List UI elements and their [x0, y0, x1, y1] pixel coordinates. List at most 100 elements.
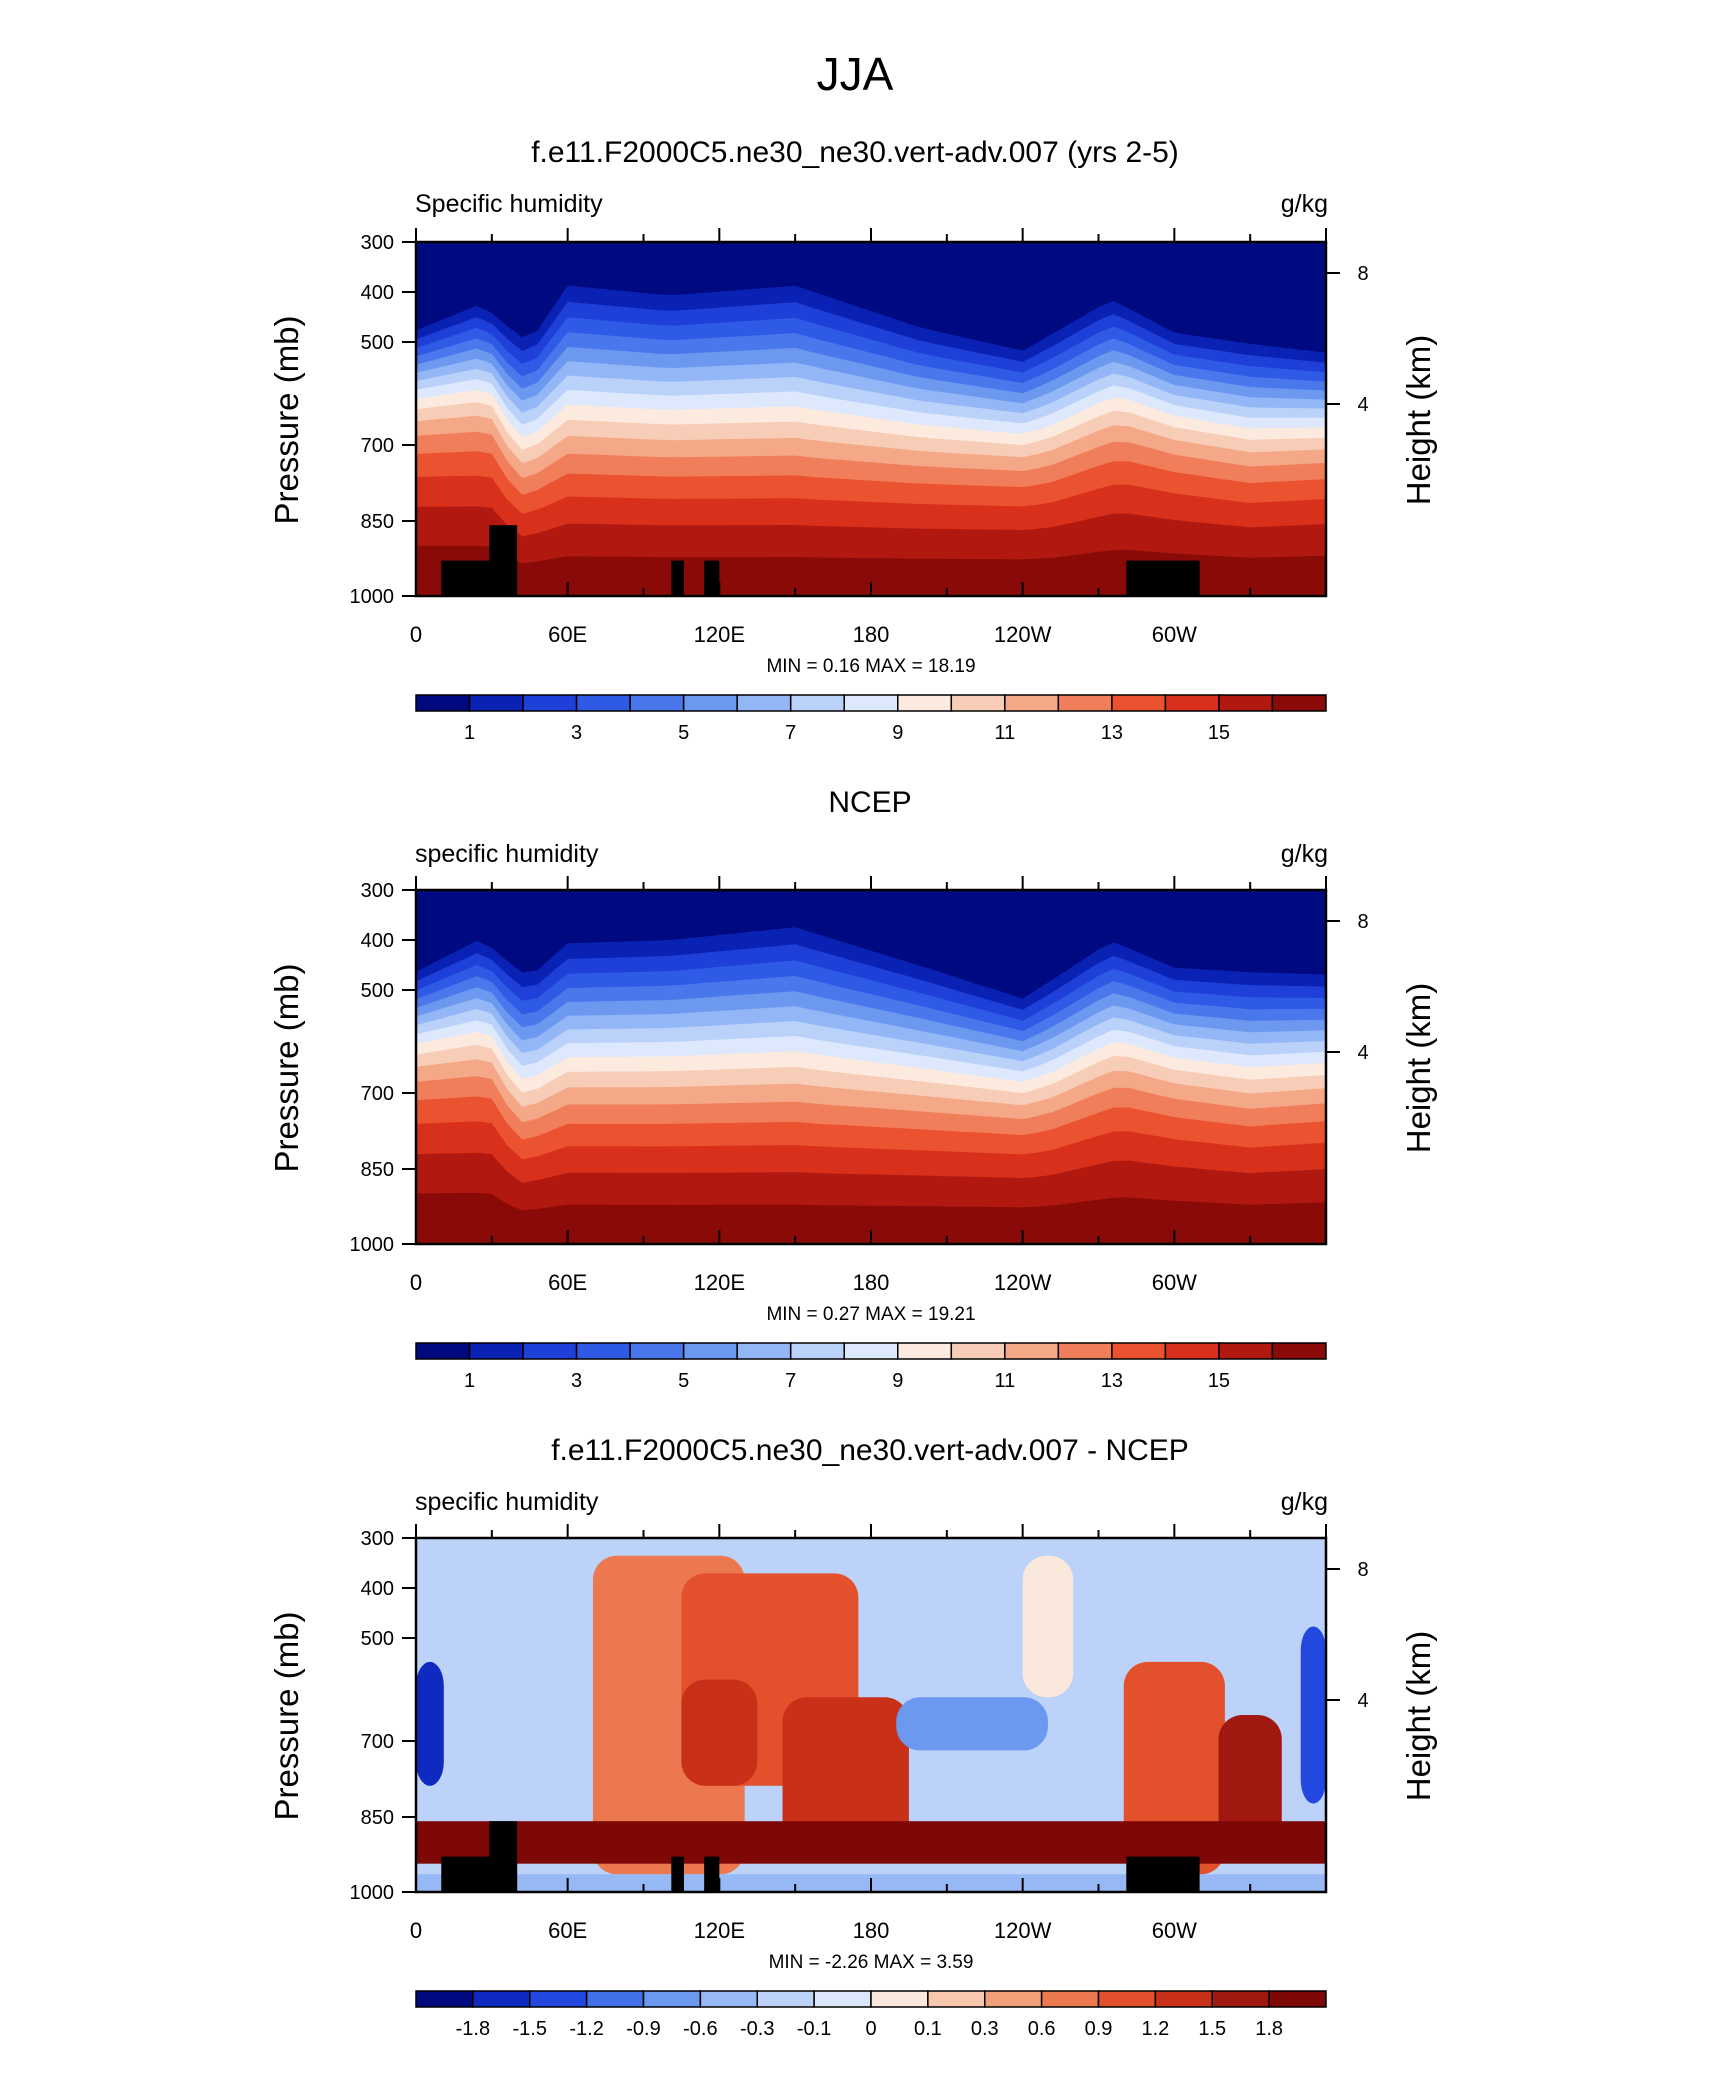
figure-title: JJA [817, 48, 894, 100]
topography-mask [489, 525, 518, 596]
height-tick-label: 4 [1357, 1690, 1368, 1712]
y-tick-label: 500 [361, 332, 394, 354]
topography-mask [1126, 1856, 1200, 1892]
contour-blob [782, 1697, 909, 1857]
y-tick-label: 400 [361, 1578, 394, 1600]
colorbar-box [756, 1990, 815, 2008]
colorbar-box [575, 694, 631, 712]
colorbar-label: 0.9 [1085, 2018, 1113, 2040]
panel-model: f.e11.F2000C5.ne30_ne30.vert-adv.007 (yr… [268, 136, 1437, 677]
colorbar-box [522, 1342, 578, 1360]
colorbar-box [415, 694, 471, 712]
y-tick-label: 300 [361, 880, 394, 902]
y-tick-label: 500 [361, 980, 394, 1002]
colorbar-label: 0.6 [1028, 2018, 1056, 2040]
x-tick-label: 120E [694, 1918, 745, 1943]
x-tick-label: 0 [410, 1918, 422, 1943]
colorbar-label: 1 [464, 1370, 475, 1392]
colorbar-box [699, 1990, 758, 2008]
colorbar-box [789, 1342, 845, 1360]
contour-blob [1022, 1555, 1074, 1698]
colorbar-box [522, 694, 578, 712]
colorbar-label: 11 [994, 722, 1015, 744]
x-tick-label: 180 [853, 622, 890, 647]
contour-blob [416, 1661, 444, 1786]
x-tick-label: 60W [1152, 622, 1197, 647]
colorbar-label: 1.8 [1255, 2018, 1283, 2040]
x-tick-label: 60E [548, 1918, 587, 1943]
y-tick-label: 400 [361, 930, 394, 952]
colorbar-label: 7 [785, 1370, 796, 1392]
colorbar-label: 13 [1101, 722, 1123, 744]
colorbar-box [843, 694, 899, 712]
colorbar-label: 5 [678, 722, 689, 744]
colorbar-label: -0.9 [626, 2018, 660, 2040]
colorbar-box [629, 1342, 685, 1360]
colorbar-box [682, 694, 738, 712]
height-tick-label: 4 [1357, 394, 1368, 416]
y-tick-label: 300 [361, 232, 394, 254]
colorbar-box [468, 1342, 524, 1360]
colorbar-box [1164, 694, 1220, 712]
colorbar-label: 0.1 [914, 2018, 942, 2040]
topography-mask [671, 560, 684, 596]
colorbar-label: 9 [892, 1370, 903, 1392]
y-tick-label: 1000 [350, 586, 395, 608]
units-label: g/kg [1281, 840, 1328, 868]
y-tick-label: 850 [361, 1159, 394, 1181]
colorbar-box [1271, 1342, 1327, 1360]
colorbar-box [984, 1990, 1043, 2008]
colorbar-box [843, 1342, 899, 1360]
stats-label: MIN = 0.16 MAX = 18.19 [766, 656, 975, 677]
height-tick-label: 8 [1357, 263, 1368, 285]
x-tick-label: 60W [1152, 1270, 1197, 1295]
colorbar-label: 15 [1208, 1370, 1230, 1392]
colorbar-box [1004, 694, 1060, 712]
contour-field [416, 890, 1326, 1244]
colorbar-box [1004, 1342, 1060, 1360]
colorbar-label: 13 [1101, 1370, 1123, 1392]
right-axis-label: Height (km) [1400, 335, 1437, 506]
contour-blob [681, 1679, 758, 1786]
colorbar-label: 5 [678, 1370, 689, 1392]
colorbar-box [1218, 694, 1274, 712]
panel-title: f.e11.F2000C5.ne30_ne30.vert-adv.007 (yr… [531, 136, 1179, 169]
contour-blob [1300, 1626, 1326, 1804]
units-label: g/kg [1281, 1488, 1328, 1516]
colorbar-box [1111, 694, 1167, 712]
colorbar-label: 0 [865, 2018, 876, 2040]
units-label: g/kg [1281, 190, 1328, 218]
y-axis-label: Pressure (mb) [268, 963, 305, 1172]
colorbar-label: 11 [994, 1370, 1015, 1392]
y-tick-label: 850 [361, 511, 394, 533]
y-tick-label: 500 [361, 1628, 394, 1650]
colorbar-box [927, 1990, 986, 2008]
colorbar-box [736, 1342, 792, 1360]
colorbar-box [950, 1342, 1006, 1360]
colorbar-box [585, 1990, 645, 2008]
colorbar-box [1097, 1990, 1157, 2008]
contour-level [416, 1192, 1326, 1244]
left-string: specific humidity [415, 840, 599, 868]
colorbar-label: -0.1 [797, 2018, 831, 2040]
colorbar-box [415, 1342, 471, 1360]
colorbar-label: -1.2 [569, 2018, 603, 2040]
colorbar-box [897, 694, 953, 712]
colorbar-box [897, 1342, 953, 1360]
colorbar-box [468, 694, 524, 712]
colorbar-box [736, 694, 792, 712]
x-tick-label: 120W [994, 1270, 1052, 1295]
x-tick-label: 60W [1152, 1918, 1197, 1943]
colorbar-box [682, 1342, 738, 1360]
x-tick-label: 180 [853, 1270, 890, 1295]
colorbar-box [950, 694, 1006, 712]
y-tick-label: 700 [361, 1083, 394, 1105]
colorbar-label: -0.3 [740, 2018, 774, 2040]
colorbar-box [1154, 1990, 1213, 2008]
panel-ncep: NCEP specific humidity g/kg Pressure (mb… [268, 786, 1437, 1325]
height-tick-label: 8 [1357, 1559, 1368, 1581]
x-tick-label: 60E [548, 622, 587, 647]
left-string: Specific humidity [415, 190, 603, 218]
colorbar-label: 1.5 [1198, 2018, 1226, 2040]
x-tick-label: 120W [994, 1918, 1052, 1943]
